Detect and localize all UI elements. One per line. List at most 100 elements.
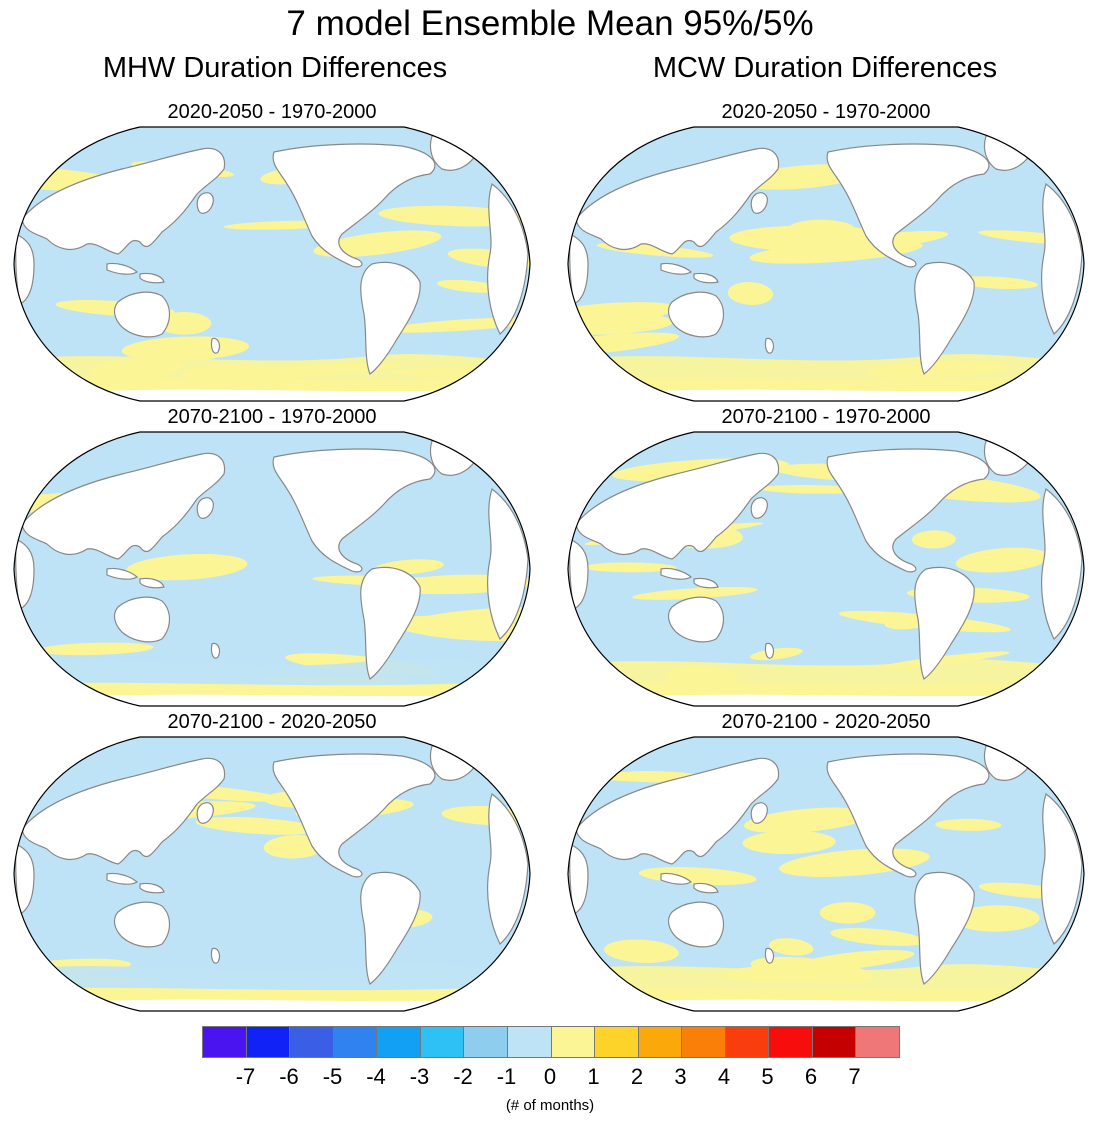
- land-mass: [914, 566, 975, 680]
- legend-swatch: [290, 1027, 334, 1057]
- legend-tick-label: -3: [409, 1064, 430, 1089]
- legend-tick-label: -2: [453, 1064, 473, 1089]
- land-mass: [750, 802, 768, 824]
- panel-label: 2070-2100 - 1970-2000: [721, 406, 931, 428]
- land-mass: [113, 596, 171, 643]
- land-mass: [667, 596, 725, 643]
- positive-anomaly-region: [156, 311, 212, 335]
- map-panel-mcw-3: 2070-2100 - 2020-2050: [566, 710, 1086, 1012]
- land-mass: [210, 337, 221, 354]
- map-outline: [13, 126, 531, 402]
- map-field: [568, 127, 1084, 401]
- land-mass: [660, 567, 693, 580]
- legend-tick-label: -7: [235, 1064, 256, 1089]
- land-mass: [826, 753, 990, 878]
- land-mass: [575, 452, 780, 560]
- legend-swatch: [638, 1027, 683, 1057]
- world-map: [567, 431, 1085, 707]
- land-mass: [21, 452, 226, 560]
- positive-anomaly-region: [604, 939, 679, 963]
- land-mass: [575, 757, 780, 865]
- world-map: [13, 736, 531, 1012]
- map-outline: [567, 431, 1085, 707]
- land-mass: [667, 291, 725, 338]
- land-mass: [360, 261, 421, 375]
- map-field: [14, 432, 530, 706]
- land-mass: [569, 233, 589, 305]
- legend-swatch: [507, 1027, 552, 1057]
- legend-colorbar: [202, 1026, 900, 1058]
- positive-anomaly-region: [911, 530, 956, 549]
- land-mass: [106, 262, 139, 275]
- land-mass: [764, 337, 775, 354]
- legend-tick-label: 4: [717, 1064, 731, 1089]
- legend-tick-label: -1: [496, 1064, 517, 1089]
- land-mass: [272, 143, 436, 268]
- positive-anomaly-region: [125, 553, 248, 581]
- legend-swatch: [464, 1027, 508, 1057]
- positive-anomaly-region: [568, 332, 680, 357]
- positive-anomaly-region: [953, 276, 1038, 289]
- land-mass: [196, 497, 214, 519]
- land-mass: [272, 753, 436, 878]
- panel-label: 2070-2100 - 1970-2000: [167, 406, 377, 428]
- antarctica: [626, 389, 1026, 401]
- legend-swatch: [246, 1027, 291, 1057]
- land-mass: [750, 192, 768, 214]
- land-mass: [360, 871, 421, 985]
- map-outline: [567, 126, 1085, 402]
- positive-anomaly-region: [437, 279, 503, 293]
- column-title-mhw: MHW Duration Differences: [102, 52, 448, 84]
- land-mass: [15, 233, 35, 305]
- positive-anomaly-region: [727, 282, 774, 305]
- map-panel-mhw-1: 2020-2050 - 1970-2000: [12, 100, 532, 402]
- figure-title: 7 model Ensemble Mean 95%/5%: [286, 4, 814, 43]
- positive-anomaly-region: [313, 230, 442, 258]
- land-mass: [15, 538, 35, 610]
- land-mass: [914, 871, 975, 985]
- column-title-mcw: MCW Duration Differences: [652, 52, 998, 84]
- world-map: [567, 736, 1085, 1012]
- map-outline: [13, 736, 531, 1012]
- positive-anomaly-region: [568, 302, 677, 329]
- legend-tick-label: 6: [804, 1064, 818, 1089]
- map-panel-mcw-2: 2070-2100 - 1970-2000: [566, 405, 1086, 707]
- land-mass: [667, 901, 725, 948]
- land-mass: [106, 567, 139, 580]
- legend-ticks: -7 -6 -5 -4 -3 -2 -1 0 1 2 3 4 5 6 7: [202, 1058, 902, 1089]
- positive-anomaly-region: [884, 618, 927, 630]
- land-mass: [764, 642, 775, 659]
- panel-label: 2020-2050 - 1970-2000: [721, 101, 931, 123]
- legend-swatch: [595, 1027, 639, 1057]
- land-mass: [272, 448, 436, 573]
- positive-anomaly-region: [830, 928, 926, 946]
- map-outline: [13, 431, 531, 707]
- positive-anomaly-region: [36, 642, 154, 656]
- land-mass: [196, 192, 214, 214]
- world-map: [567, 126, 1085, 402]
- land-mass: [693, 272, 719, 284]
- land-mass: [210, 642, 221, 659]
- land-mass: [139, 882, 165, 894]
- legend-tick-label: 5: [761, 1064, 774, 1089]
- legend-tick-label: 0: [543, 1064, 557, 1089]
- legend-tick-label: 7: [848, 1064, 861, 1089]
- land-mass: [693, 882, 719, 894]
- legend-swatch: [203, 1027, 247, 1057]
- land-mass: [660, 262, 693, 275]
- color-legend: -7 -6 -5 -4 -3 -2 -1 0 1 2 3 4 5 6 7: [202, 1026, 902, 1089]
- antarctica: [626, 694, 1026, 706]
- land-mass: [139, 272, 165, 284]
- map-panel-mhw-2: 2070-2100 - 1970-2000: [12, 405, 532, 707]
- map-outline: [567, 736, 1085, 1012]
- legend-swatch: [420, 1027, 465, 1057]
- positive-anomaly-region: [749, 647, 803, 661]
- legend-tick-label: 3: [674, 1064, 687, 1089]
- legend-swatch: [377, 1027, 421, 1057]
- legend-tick-label: 1: [587, 1064, 600, 1089]
- land-mass: [487, 793, 529, 945]
- antarctica: [626, 999, 1026, 1011]
- panel-label: 2020-2050 - 1970-2000: [167, 101, 377, 123]
- world-map: [13, 431, 531, 707]
- land-mass: [360, 566, 421, 680]
